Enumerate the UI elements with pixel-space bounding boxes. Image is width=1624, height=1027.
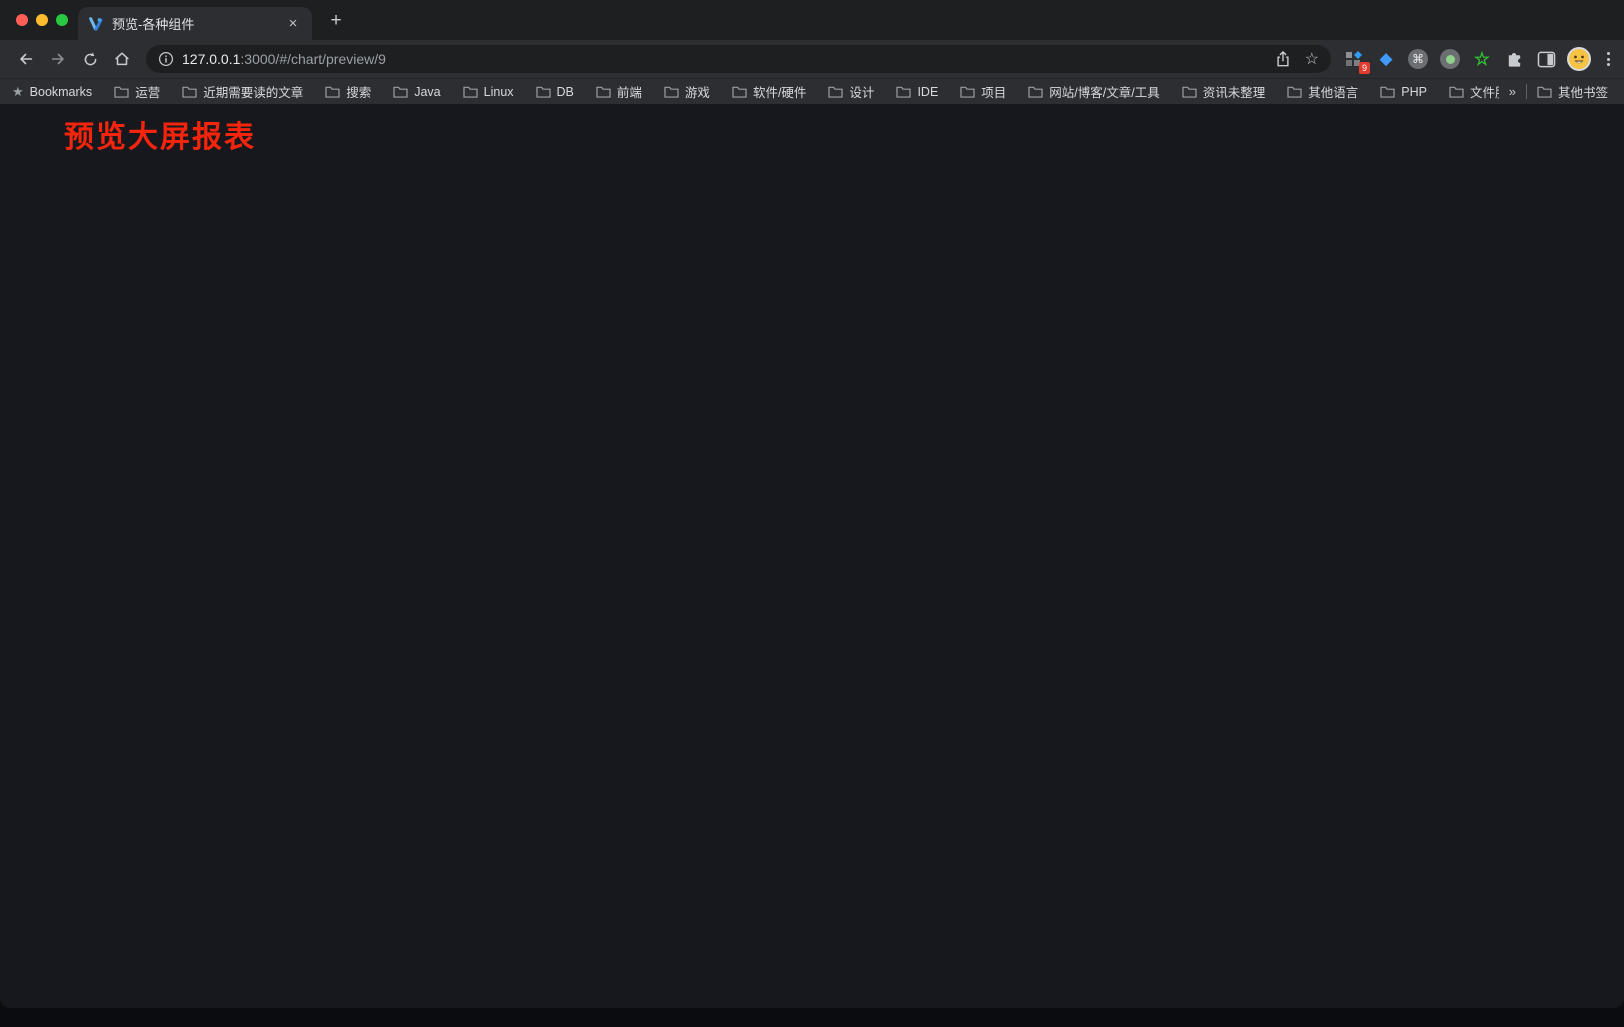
folder-icon [664, 86, 679, 98]
page-title: 预览大屏报表 [64, 121, 256, 154]
folder-icon [393, 86, 408, 98]
folder-icon [463, 86, 478, 98]
site-info-icon[interactable] [158, 51, 174, 67]
folder-icon [535, 86, 551, 98]
folder-icon [1287, 86, 1302, 98]
chart-percent-gauge[interactable] [1040, 636, 1340, 786]
bookmark-folder-item[interactable]: 前端 [596, 82, 642, 101]
bookmark-folder-item[interactable]: 网站/博客/文章/工具 [1028, 82, 1160, 101]
chart-two-series-area[interactable] [100, 676, 400, 826]
tab-title: 预览-各种组件 [112, 17, 195, 32]
extensions-area: 9 ◆ ⌘ ☆ [1343, 47, 1614, 74]
bookmark-folder-item[interactable]: 游戏 [664, 82, 710, 101]
bookmark-folder-item[interactable]: DB [535, 85, 574, 99]
address-bar[interactable]: 127.0.0.1:3000/#/chart/preview/9 ☆ [146, 45, 1331, 73]
other-bookmarks-item[interactable]: 其他书签 [1537, 82, 1608, 101]
chart-canvas [38, 148, 462, 366]
chart-canvas [980, 386, 1280, 536]
minimize-window-button[interactable] [36, 14, 48, 26]
bookmark-folder-item[interactable]: 其他语言 [1287, 82, 1358, 101]
chart-canvas [496, 398, 796, 548]
folder-icon [1449, 86, 1464, 98]
chart-area-line[interactable] [980, 386, 1280, 536]
folder-icon [960, 86, 975, 98]
forward-arrow-icon [51, 53, 64, 65]
side-panel-icon[interactable] [1535, 48, 1557, 70]
maximize-window-button[interactable] [56, 14, 68, 26]
bookmarks-overflow-chevron[interactable]: » [1508, 84, 1516, 99]
tab-close-icon[interactable]: × [288, 14, 298, 32]
dashboard: 预览大屏报表 [0, 104, 1624, 1008]
home-icon [115, 52, 129, 66]
extension-command-icon[interactable]: ⌘ [1407, 48, 1429, 70]
bookmark-folder-item[interactable]: IDE [896, 85, 938, 99]
chart-city-progress[interactable] [980, 154, 1280, 304]
titlebar: 预览-各种组件 × + [0, 0, 1624, 40]
chart-canvas [42, 424, 342, 574]
bookmarks-star-icon: ★ [12, 83, 24, 99]
folder-icon [182, 86, 197, 98]
bookmark-folder-item[interactable]: Linux [463, 85, 514, 99]
chart-canvas [548, 634, 848, 784]
bookmark-folder-item[interactable]: 运营 [114, 82, 160, 101]
chart-canvas [1040, 636, 1340, 786]
folder-icon [596, 86, 611, 98]
browser-tab[interactable]: 预览-各种组件 × [78, 7, 312, 40]
bookmark-folder-item[interactable]: Java [393, 85, 441, 99]
folder-icon [732, 86, 747, 98]
home-button[interactable] [109, 46, 135, 72]
bookmark-folder-item[interactable]: 项目 [960, 82, 1006, 101]
extension-badge: 9 [1358, 62, 1370, 74]
chart-canvas [980, 154, 1280, 304]
chart-weekday-donut[interactable] [548, 634, 848, 784]
profile-avatar[interactable] [1567, 47, 1591, 71]
chart-grouped-bar[interactable] [38, 148, 462, 366]
forward-button[interactable] [45, 46, 71, 72]
back-arrow-icon [20, 53, 33, 65]
folder-icon [1537, 86, 1552, 98]
folder-icon [1380, 86, 1395, 98]
browser-menu-icon[interactable] [1603, 48, 1614, 70]
extension-gem-icon[interactable]: ◆ [1379, 49, 1393, 68]
bookmark-folder-list: 运营 近期需要读的文章 搜索 Java Linux DB 前端 游戏 软件/硬件 设计 IDE 项目 网… [114, 82, 1499, 101]
bookmark-folder-item[interactable]: 文件服务器 [1449, 82, 1499, 101]
bookmarks-bar: ★ Bookmarks 运营 近期需要读的文章 搜索 Java Linux DB 前端 游戏 软… [0, 78, 1624, 104]
bookmarks-divider [1525, 84, 1527, 99]
reload-icon [84, 51, 96, 65]
chart-two-series-line[interactable] [42, 424, 342, 574]
chart-gradient-line[interactable] [496, 398, 796, 548]
folder-icon [828, 86, 844, 98]
extensions-puzzle-icon[interactable] [1503, 48, 1525, 70]
bookmarks-manager-item[interactable]: ★ Bookmarks [12, 84, 92, 100]
folder-icon [1182, 86, 1197, 98]
new-tab-button[interactable]: + [330, 10, 342, 31]
bookmark-folder-item[interactable]: 近期需要读的文章 [182, 82, 303, 101]
bookmark-folder-item[interactable]: 资讯未整理 [1182, 82, 1265, 101]
back-button[interactable] [13, 46, 39, 72]
chart-canvas [496, 152, 796, 302]
bookmark-folder-item[interactable]: 搜索 [325, 82, 371, 101]
smiley-avatar-icon [1569, 49, 1589, 69]
extension-grid-icon[interactable]: 9 [1343, 48, 1370, 74]
chart-canvas [100, 676, 400, 826]
extension-green-star-icon[interactable]: ☆ [1473, 48, 1491, 69]
bookmarks-label: Bookmarks [29, 84, 93, 99]
toolbar: 127.0.0.1:3000/#/chart/preview/9 ☆ 9 ◆ ⌘… [0, 40, 1624, 78]
bookmark-folder-item[interactable]: 设计 [828, 82, 874, 101]
chart-horizontal-bar[interactable] [496, 152, 796, 302]
bookmark-star-icon[interactable]: ☆ [1304, 51, 1319, 68]
reload-button[interactable] [77, 46, 103, 72]
folder-icon [114, 86, 129, 98]
folder-icon [325, 86, 340, 98]
close-window-button[interactable] [16, 14, 28, 26]
url-text[interactable]: 127.0.0.1:3000/#/chart/preview/9 [182, 51, 386, 67]
share-icon[interactable] [1275, 50, 1291, 68]
favicon-icon [89, 16, 103, 31]
folder-icon [1028, 86, 1043, 98]
bookmark-folder-item[interactable]: PHP [1380, 85, 1427, 99]
extension-record-icon[interactable] [1439, 48, 1461, 70]
folder-icon [896, 86, 912, 98]
bookmark-folder-item[interactable]: 软件/硬件 [732, 82, 806, 101]
